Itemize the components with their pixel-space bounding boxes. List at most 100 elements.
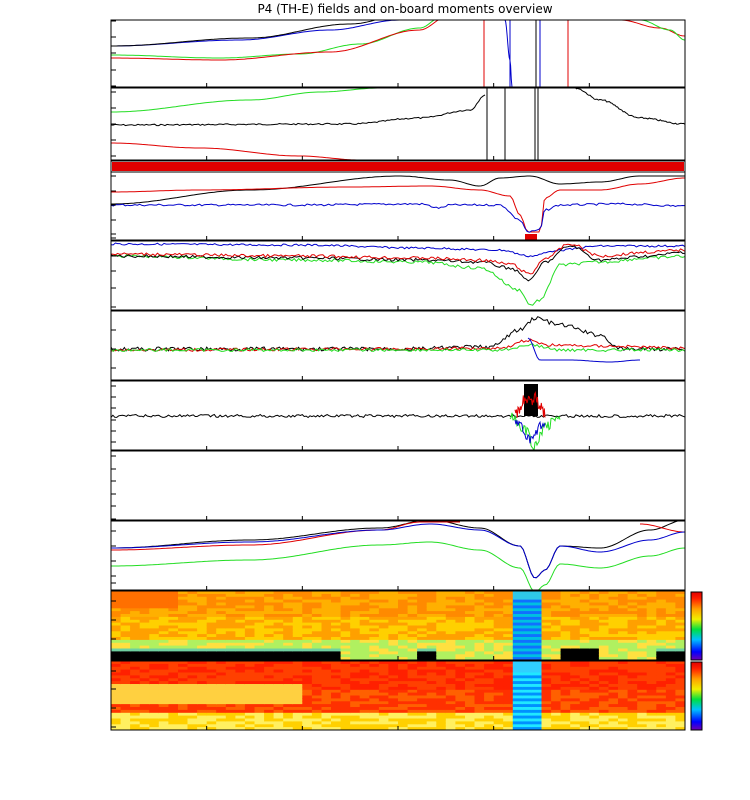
heatmap-cell [139, 619, 150, 624]
heatmap-cell [244, 591, 256, 595]
heatmap-cell [149, 602, 160, 606]
heatmap-cell [149, 666, 160, 671]
heatmap-cell [465, 704, 476, 708]
heatmap-cell [331, 608, 342, 612]
heatmap-cell [302, 619, 313, 624]
heatmap-cell [445, 701, 456, 705]
heatmap-cell [206, 637, 217, 641]
heatmap-cell [541, 593, 552, 598]
heatmap-cell [436, 672, 447, 676]
heatmap-cell [388, 639, 399, 644]
heatmap-cell [254, 645, 265, 650]
heatmap-cell [149, 657, 160, 660]
heatmap-cell [187, 654, 198, 658]
heatmap-cell [350, 704, 361, 708]
heatmap-cell [378, 704, 390, 708]
heatmap-cell [197, 692, 208, 697]
heatmap-cell [512, 654, 523, 658]
heatmap-cell [388, 602, 399, 606]
heatmap-cell [158, 591, 169, 595]
heatmap-cell [158, 678, 169, 682]
heatmap-cell [225, 727, 236, 730]
heatmap-cell [503, 628, 514, 632]
heatmap-cell [340, 724, 351, 728]
heatmap-cell [560, 619, 571, 624]
heatmap-cell [512, 619, 523, 624]
heatmap-cell [598, 715, 610, 720]
heatmap-cell [292, 591, 303, 595]
heatmap-cell [608, 593, 619, 598]
heatmap-cell [493, 724, 504, 728]
heatmap-cell [570, 634, 581, 638]
heatmap-cell [618, 622, 629, 627]
heatmap-cell [598, 684, 610, 688]
heatmap-cell [264, 661, 275, 665]
heatmap-cell [541, 666, 552, 671]
heatmap-cell [331, 631, 342, 635]
heatmap-cell [168, 712, 179, 717]
heatmap-cell [455, 661, 466, 665]
heatmap-cell [139, 709, 150, 714]
heatmap-cell [579, 605, 590, 609]
heatmap-cell [149, 614, 160, 618]
heatmap-cell [656, 634, 667, 638]
heatmap-cell [417, 611, 428, 615]
heatmap-cell [149, 593, 160, 598]
heatmap-cell [646, 605, 657, 609]
heatmap-cell [570, 614, 581, 618]
heatmap-cell [216, 605, 227, 609]
heatmap-cell [369, 675, 380, 679]
heatmap-cell [531, 614, 543, 618]
heatmap-cell [350, 701, 361, 705]
heatmap-cell [350, 599, 361, 604]
heatmap-cell [675, 639, 685, 644]
heatmap-cell [311, 608, 323, 612]
heatmap-cell [187, 622, 198, 627]
heatmap-cell [331, 642, 342, 647]
heatmap-cell [388, 642, 399, 647]
heatmap-cell [522, 645, 533, 650]
heatmap-cell [340, 666, 351, 671]
heatmap-cell [359, 654, 370, 658]
bt-line [111, 20, 377, 47]
heatmap-cell [646, 634, 657, 638]
heatmap-cell [388, 666, 399, 671]
heatmap-cell [417, 663, 428, 668]
heatmap-cell [426, 707, 437, 711]
heatmap-cell [292, 686, 303, 691]
heatmap-cell [484, 654, 495, 658]
heatmap-cell [120, 605, 131, 609]
heatmap-cell [321, 599, 332, 604]
heatmap-cell [426, 684, 437, 688]
heatmap-cell [598, 596, 610, 601]
heatmap-cell [426, 605, 437, 609]
heatmap-cell [426, 634, 437, 638]
heatmap-cell [388, 675, 399, 679]
heatmap-cell [398, 631, 409, 635]
heatmap-cell [417, 639, 428, 644]
heatmap-cell [637, 619, 648, 624]
heatmap-cell [598, 718, 610, 722]
heatmap-cell [302, 689, 313, 694]
heatmap-cell [656, 602, 667, 606]
heatmap-cell [608, 721, 619, 725]
heatmap-cell [369, 639, 380, 644]
heatmap-cell [656, 637, 667, 641]
heatmap-cell [522, 622, 533, 627]
heatmap-cell [570, 605, 581, 609]
heatmap-cell [417, 645, 428, 650]
heatmap-cell [417, 727, 428, 730]
heatmap-cell [560, 718, 571, 722]
heatmap-cell [388, 645, 399, 650]
bz-line-right [620, 20, 685, 37]
heatmap-cell [522, 642, 533, 647]
heatmap-cell [340, 619, 351, 624]
heatmap-cell [235, 695, 246, 699]
heatmap-cell [646, 642, 657, 647]
heatmap-cell [254, 593, 265, 598]
heatmap-cell [254, 651, 265, 655]
heatmap-cell [541, 602, 552, 606]
heatmap-cell [311, 639, 323, 644]
heatmap-cell [149, 654, 160, 658]
